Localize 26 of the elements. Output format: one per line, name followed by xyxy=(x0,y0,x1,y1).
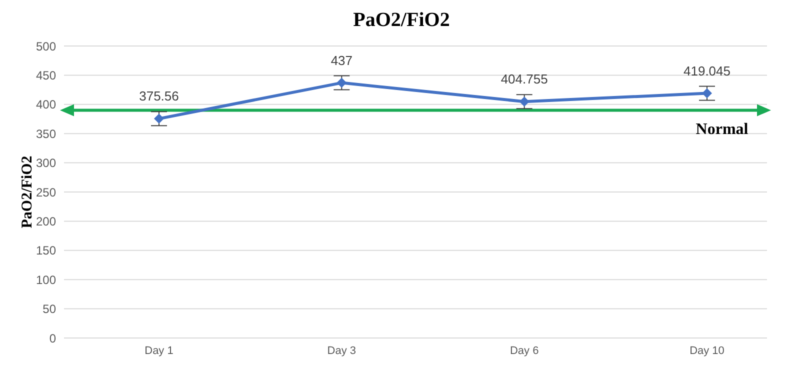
chart-title: PaO2/FiO2 xyxy=(352,8,451,32)
data-label: 404.755 xyxy=(500,72,548,87)
data-label: 437 xyxy=(330,52,353,68)
data-label: 419.045 xyxy=(684,63,730,78)
y-tick-label: 50 xyxy=(42,302,56,316)
y-tick-label: 250 xyxy=(36,185,56,200)
y-tick-label: 150 xyxy=(36,244,56,258)
data-label: 375.56 xyxy=(139,88,179,104)
y-axis-title: PaO2/FiO2 xyxy=(19,156,36,228)
x-tick-label: Day 6 xyxy=(510,344,539,357)
y-tick-label: 200 xyxy=(36,214,56,228)
y-tick-label: 300 xyxy=(36,156,56,170)
legend-label: Normal xyxy=(696,121,749,138)
x-tick-label: Day 1 xyxy=(144,344,174,357)
point xyxy=(336,78,347,88)
y-tick-label: 500 xyxy=(36,39,56,54)
x-tick-label: Day 3 xyxy=(327,344,356,357)
y-tick-label: 350 xyxy=(36,126,56,141)
y-tick-label: 0 xyxy=(49,331,56,346)
point xyxy=(154,114,164,124)
y-tick-label: 100 xyxy=(36,272,56,287)
point xyxy=(702,88,712,98)
y-tick-label: 450 xyxy=(36,68,56,82)
y-tick-label: 400 xyxy=(36,98,56,112)
x-tick-label: Day 10 xyxy=(690,344,724,357)
point xyxy=(519,96,530,107)
